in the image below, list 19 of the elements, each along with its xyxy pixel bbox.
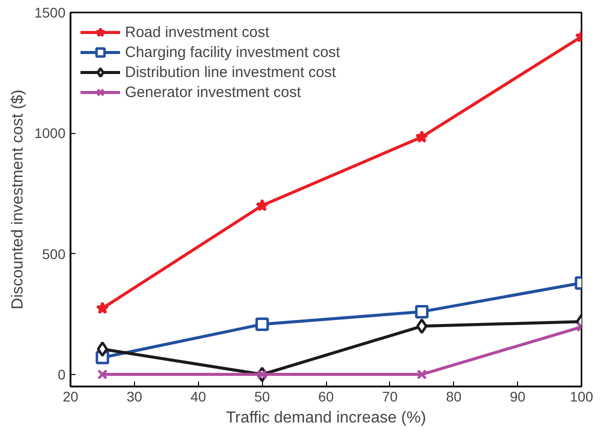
x-tick-label: 50	[254, 388, 270, 404]
y-axis-title: Discounted investment cost ($)	[9, 90, 26, 310]
legend-label: Distribution line investment cost	[125, 62, 336, 82]
x-tick-label: 90	[510, 388, 526, 404]
x-axis-title: Traffic demand increase (%)	[226, 410, 426, 426]
x-tick-label: 30	[126, 388, 142, 404]
x-tick-label: 60	[318, 388, 334, 404]
x-tick-label: 20	[62, 388, 78, 404]
y-tick-label: 0	[58, 366, 66, 382]
x-tick-label: 40	[190, 388, 206, 404]
x-tick-label: 80	[446, 388, 462, 404]
legend-label: Generator investment cost	[125, 82, 301, 102]
y-tick-label: 1000	[34, 125, 66, 142]
x-tick-label: 100	[570, 388, 594, 404]
y-tick-label: 1500	[34, 4, 66, 20]
legend-label: Road investment cost	[125, 22, 270, 42]
legend-label: Charging facility investment cost	[125, 42, 340, 62]
y-tick-label: 500	[42, 246, 66, 262]
x-tick-label: 70	[382, 388, 398, 404]
